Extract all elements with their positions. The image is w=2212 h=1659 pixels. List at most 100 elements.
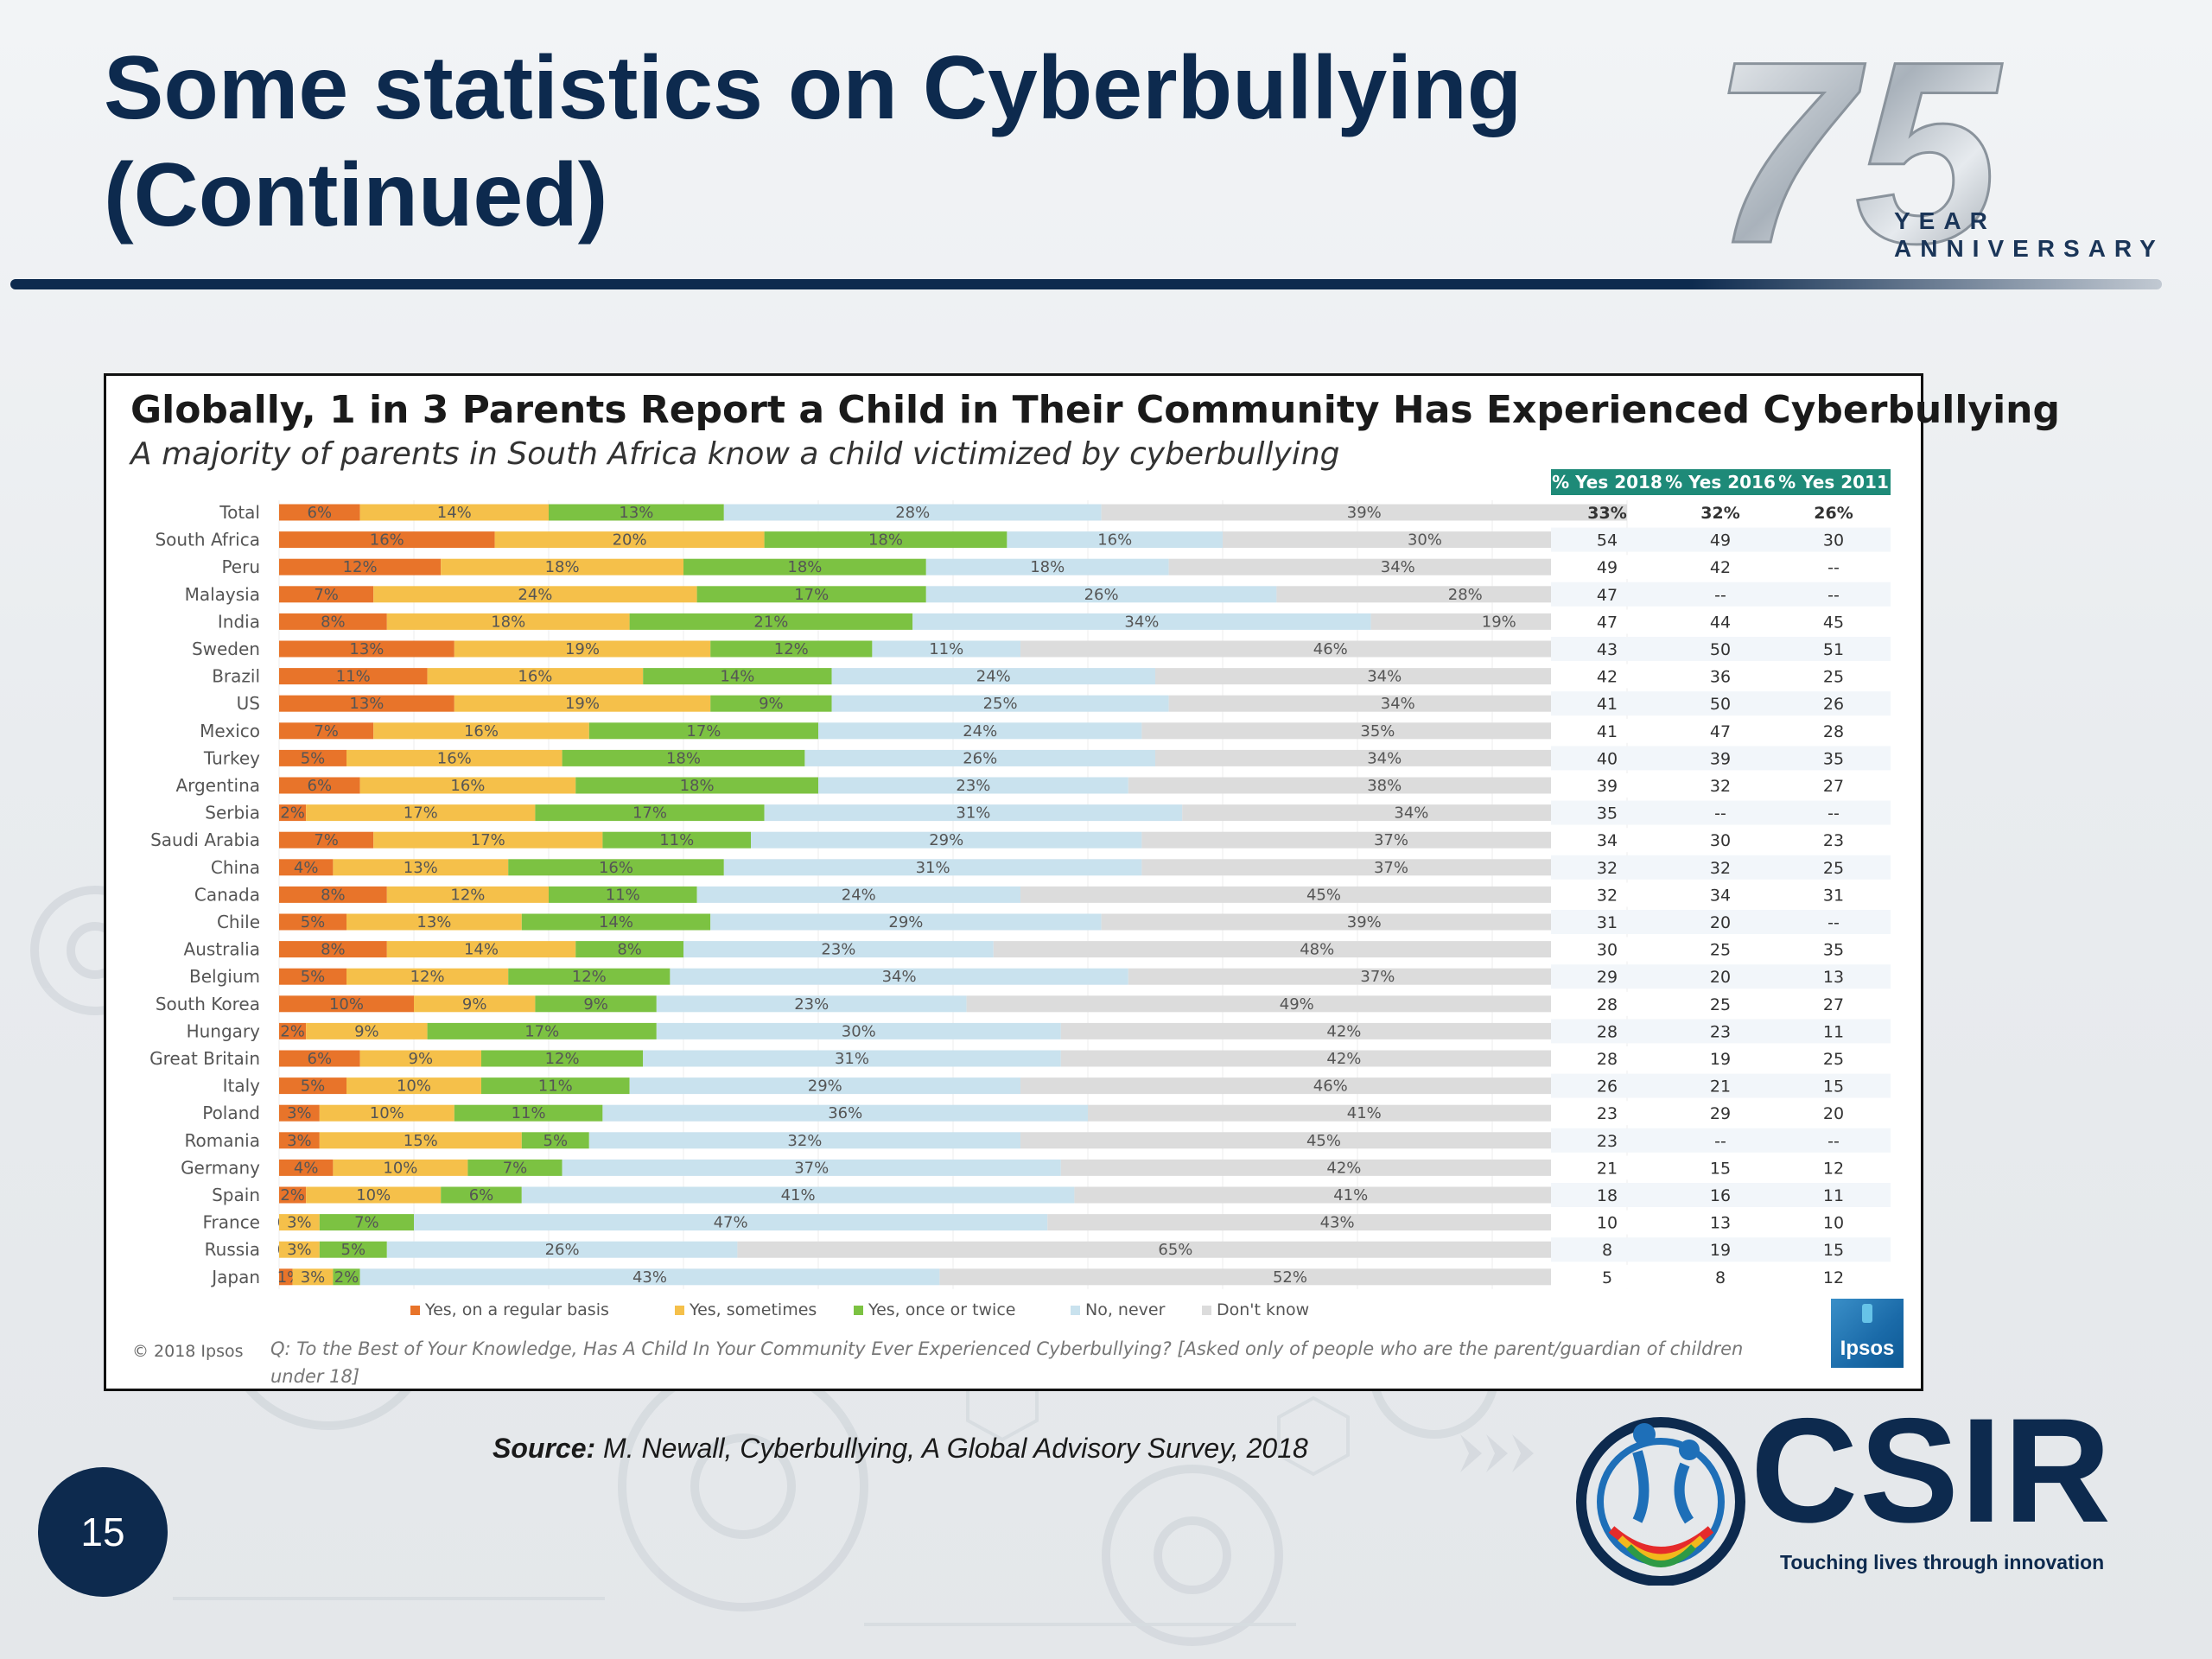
table-cell: --	[1714, 1132, 1726, 1151]
data-label: 37%	[1374, 859, 1408, 877]
data-label: 7%	[503, 1159, 528, 1177]
data-label: 18%	[545, 558, 580, 576]
bar-segment	[279, 1104, 320, 1122]
table-cell: 41	[1597, 695, 1618, 714]
data-label: 16%	[370, 531, 404, 550]
page-number: 15	[38, 1467, 168, 1597]
bar-segment	[683, 941, 994, 958]
table-cell: 31	[1597, 913, 1618, 932]
data-label: 30%	[1408, 531, 1442, 550]
bar-segment	[279, 995, 414, 1013]
bar-segment	[670, 968, 1128, 985]
data-label: 5%	[301, 749, 326, 767]
data-label: 49%	[1280, 995, 1314, 1014]
table-cell: --	[1714, 586, 1726, 605]
bar-segment	[279, 1159, 334, 1176]
bar-segment	[454, 640, 711, 658]
table-cell: 32	[1710, 777, 1731, 796]
data-label: 7%	[354, 1214, 379, 1232]
bar-segment	[710, 695, 832, 712]
bar-segment	[1020, 640, 1641, 658]
data-label: 42%	[1326, 1159, 1361, 1177]
data-label: 34%	[1367, 749, 1402, 767]
table-cell: 21	[1710, 1077, 1731, 1096]
data-label: 13%	[349, 640, 384, 658]
bar-segment	[925, 558, 1169, 575]
data-label: 12%	[410, 968, 445, 986]
data-label: 18%	[680, 777, 715, 795]
data-label: 16%	[464, 722, 499, 741]
bar-segment	[427, 1022, 657, 1039]
data-label: 9%	[583, 995, 608, 1014]
data-label: 41%	[1333, 1186, 1368, 1205]
data-label: 14%	[599, 913, 633, 931]
bar-segment	[1007, 531, 1223, 549]
data-label: 13%	[404, 859, 438, 877]
bar-segment	[831, 668, 1155, 685]
table-cell: 25	[1710, 995, 1731, 1014]
category-label: Sweden	[192, 639, 260, 659]
bar-segment	[912, 613, 1371, 630]
bar-segment	[764, 804, 1183, 822]
data-label: 23%	[794, 995, 829, 1014]
bar-segment	[737, 1241, 1614, 1258]
bar-segment	[1128, 968, 1627, 985]
data-label: 65%	[1158, 1241, 1192, 1259]
anniversary-number: 75	[1711, 26, 2005, 297]
data-label: 3%	[287, 1241, 312, 1259]
data-label: 36%	[828, 1104, 862, 1122]
table-cell: 11	[1823, 1022, 1844, 1041]
bar-segment	[1060, 1050, 1627, 1067]
bar-segment	[292, 1268, 334, 1286]
table-row-bg	[1551, 991, 1891, 1016]
bar-segment	[562, 749, 805, 766]
bar-segment	[279, 968, 346, 985]
data-label: 32%	[787, 1132, 822, 1150]
bar-segment	[1101, 504, 1627, 521]
bar-segment	[1223, 531, 1627, 549]
data-label: 20%	[613, 531, 647, 550]
data-label: 8%	[617, 941, 642, 959]
data-label: 6%	[469, 1186, 494, 1205]
data-label: 12%	[545, 1050, 580, 1068]
bar-segment	[818, 777, 1128, 794]
bar-segment	[346, 1077, 481, 1095]
table-row-bg	[1551, 1128, 1891, 1153]
data-label: 38%	[1367, 777, 1402, 795]
data-label: 3%	[301, 1268, 326, 1287]
ipsos-logo-text: Ipsos	[1840, 1337, 1895, 1360]
data-label: 52%	[1273, 1268, 1307, 1287]
bar-segment	[279, 859, 334, 876]
table-cell: --	[1827, 1132, 1840, 1151]
data-label: 19%	[1482, 613, 1516, 631]
table-total-cell: 33%	[1587, 504, 1626, 523]
table-cell: 42	[1710, 558, 1731, 577]
data-label: 46%	[1313, 1077, 1348, 1096]
data-label: 25%	[983, 695, 1018, 713]
data-label: 43%	[1320, 1214, 1355, 1232]
data-label: 42%	[1326, 1022, 1361, 1040]
data-label: 29%	[929, 831, 963, 849]
stacked-bar-chart: Total 6% 14% 13% 28% 39% South Africa 16% 20% 18%…	[149, 469, 1891, 1319]
source-text: M. Newall, Cyberbullying, A Global Advis…	[595, 1433, 1308, 1464]
bar-segment	[521, 913, 711, 931]
bar-segment	[359, 1050, 481, 1067]
data-label: 14%	[720, 668, 754, 686]
table-cell: 54	[1597, 531, 1618, 550]
category-label: Spain	[212, 1185, 260, 1205]
data-label: 4%	[294, 859, 319, 877]
bar-segment	[279, 941, 387, 958]
data-label: 28%	[1448, 586, 1483, 604]
data-label: 45%	[1306, 886, 1341, 904]
data-label: 28%	[895, 504, 930, 522]
bar-segment	[535, 804, 765, 822]
bar-segment	[279, 613, 387, 630]
table-cell: 29	[1710, 1104, 1731, 1123]
bar-segment	[656, 1022, 1061, 1039]
table-cell: 23	[1597, 1104, 1618, 1123]
bar-segment	[1020, 1132, 1627, 1149]
data-label: 17%	[794, 586, 829, 604]
table-cell: 47	[1597, 586, 1618, 605]
slide-title: Some statistics on Cyberbullying (Contin…	[104, 35, 1522, 249]
source-citation: Source: M. Newall, Cyberbullying, A Glob…	[493, 1433, 1308, 1465]
